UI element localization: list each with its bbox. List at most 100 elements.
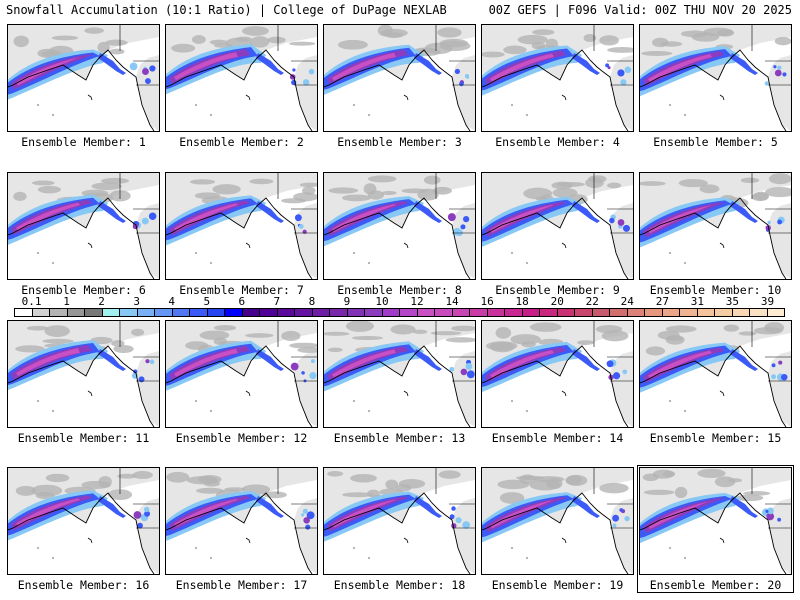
snow-light-area xyxy=(281,330,301,342)
snow-light-area xyxy=(678,178,708,188)
island xyxy=(195,400,197,402)
coastline xyxy=(324,345,471,427)
snow-light-area xyxy=(482,51,505,58)
mountain-snow xyxy=(144,78,151,85)
hawaii-islands xyxy=(403,242,409,249)
snow-band-purple xyxy=(643,497,724,533)
hawaii-islands xyxy=(719,242,725,249)
snow-light-area xyxy=(13,191,27,202)
ensemble-member-map[interactable] xyxy=(323,24,476,132)
colorbar-swatch xyxy=(452,308,470,317)
snow-light-area xyxy=(432,186,452,195)
island xyxy=(353,400,355,402)
ensemble-member-map[interactable] xyxy=(323,467,476,575)
colorbar-tick-label: 35 xyxy=(725,295,740,308)
snow-light-area xyxy=(414,47,437,53)
ensemble-member-map[interactable] xyxy=(639,467,792,575)
mountain-snow xyxy=(612,514,620,522)
snow-band-blue xyxy=(324,344,416,387)
colorbar-swatch xyxy=(347,308,365,317)
ensemble-member-map[interactable] xyxy=(639,172,792,280)
snow-light-area xyxy=(680,30,709,38)
ensemble-member-label: Ensemble Member: 8 xyxy=(337,283,462,297)
political-border xyxy=(435,25,475,86)
ensemble-member-map[interactable] xyxy=(7,320,160,428)
ensemble-member-map[interactable] xyxy=(323,320,476,428)
mountain-snow xyxy=(292,68,296,72)
colorbar-swatch xyxy=(242,308,260,317)
ensemble-member-map[interactable] xyxy=(639,320,792,428)
colorbar-swatch xyxy=(155,308,173,317)
mountain-snow xyxy=(624,516,630,522)
island xyxy=(526,262,528,264)
snow-light-area xyxy=(599,482,629,494)
colorbar-tick-label: 20 xyxy=(550,295,564,308)
snowfall-map xyxy=(640,468,791,574)
mountain-snow xyxy=(463,216,470,223)
snow-light-area xyxy=(249,178,274,185)
political-border xyxy=(751,468,791,529)
ensemble-member-map[interactable] xyxy=(165,24,318,132)
political-border xyxy=(119,173,159,234)
island xyxy=(511,400,513,402)
snowfall-map xyxy=(324,173,475,279)
colorbar-swatch xyxy=(732,308,750,317)
colorbar-swatch xyxy=(85,308,103,317)
political-border xyxy=(593,173,633,234)
snowfall-map xyxy=(482,173,633,279)
colorbar-tick-label: 22 xyxy=(585,295,599,308)
ensemble-member-map[interactable] xyxy=(481,467,634,575)
mountain-snow xyxy=(606,360,614,368)
snow-band-magenta xyxy=(174,203,238,232)
snow-light-area xyxy=(607,47,633,53)
coastline xyxy=(8,492,155,574)
coastal-snow xyxy=(414,349,442,371)
mountain-snow xyxy=(619,508,624,512)
ensemble-member-map[interactable] xyxy=(165,467,318,575)
ensemble-member-map[interactable] xyxy=(165,172,318,280)
mountain-snow xyxy=(142,68,149,76)
snow-band-magenta xyxy=(174,498,238,527)
coastline xyxy=(640,345,787,427)
snow-light-area xyxy=(328,187,359,194)
ensemble-member-map[interactable] xyxy=(7,467,160,575)
island xyxy=(526,114,528,116)
ensemble-member-map[interactable] xyxy=(481,24,634,132)
ensemble-member-map[interactable] xyxy=(7,24,160,132)
ensemble-member-map[interactable] xyxy=(481,320,634,428)
snow-light-area xyxy=(665,325,697,333)
island xyxy=(511,547,513,549)
snow-light-area xyxy=(213,337,228,346)
ensemble-member-map[interactable] xyxy=(7,172,160,280)
colorbar-swatch xyxy=(697,308,715,317)
snow-light-area xyxy=(503,45,527,55)
mountain-snow xyxy=(620,79,627,86)
colorbar-swatch xyxy=(277,308,295,317)
political-border xyxy=(751,173,791,234)
ensemble-member-map[interactable] xyxy=(481,172,634,280)
snow-light-area xyxy=(351,335,384,341)
mountain-snow xyxy=(617,69,625,77)
colorbar-swatch xyxy=(417,308,435,317)
ensemble-member-map[interactable] xyxy=(165,320,318,428)
ensemble-member-map[interactable] xyxy=(323,172,476,280)
coastline xyxy=(482,197,629,279)
snow-light-area xyxy=(109,48,125,55)
snow-light-area xyxy=(97,41,110,54)
mountain-snow xyxy=(149,359,155,365)
snow-band-purple xyxy=(11,495,92,531)
political-border xyxy=(119,321,159,382)
snow-band-blue xyxy=(8,197,100,240)
ensemble-member-label: Ensemble Member: 10 xyxy=(649,283,782,297)
ensemble-member-label: Ensemble Member: 18 xyxy=(333,578,466,592)
snow-light-area xyxy=(430,331,462,336)
mountain-snow xyxy=(781,373,788,381)
snow-light-area xyxy=(588,175,607,183)
mountain-snow xyxy=(778,360,783,365)
coastline xyxy=(166,345,313,427)
island xyxy=(684,262,686,264)
ensemble-member-map[interactable] xyxy=(639,24,792,132)
snow-light-area xyxy=(642,473,659,482)
mountain-snow xyxy=(622,369,628,375)
ensemble-member-label: Ensemble Member: 3 xyxy=(337,135,462,149)
